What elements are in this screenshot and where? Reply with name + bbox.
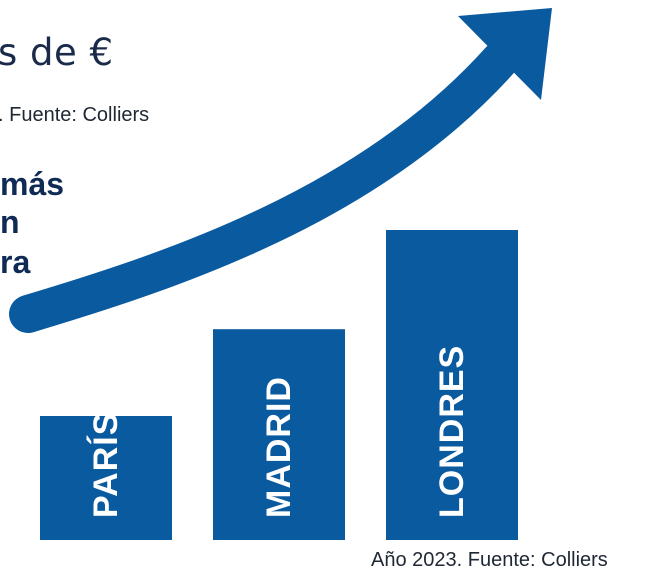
bar-londres xyxy=(386,230,518,540)
bar-label-madrid: MADRID xyxy=(260,376,298,518)
bar-parís xyxy=(40,416,172,540)
chart-title-fragment: s de € xyxy=(0,31,114,74)
bar-label-parís: PARÍS xyxy=(87,412,125,518)
bold-text-line-1: más xyxy=(0,166,65,202)
trend-arrow-icon xyxy=(9,8,552,333)
bold-text-line-2: n xyxy=(0,204,20,240)
bars-group: PARÍS MADRID LONDRES xyxy=(40,230,518,540)
chart-subtitle-fragment: . Fuente: Colliers xyxy=(0,104,150,126)
bar-label-londres: LONDRES xyxy=(433,345,471,518)
bar-madrid xyxy=(213,329,345,540)
bold-text-line-3: ra xyxy=(0,244,31,280)
source-note: Año 2023. Fuente: Colliers xyxy=(371,549,608,571)
